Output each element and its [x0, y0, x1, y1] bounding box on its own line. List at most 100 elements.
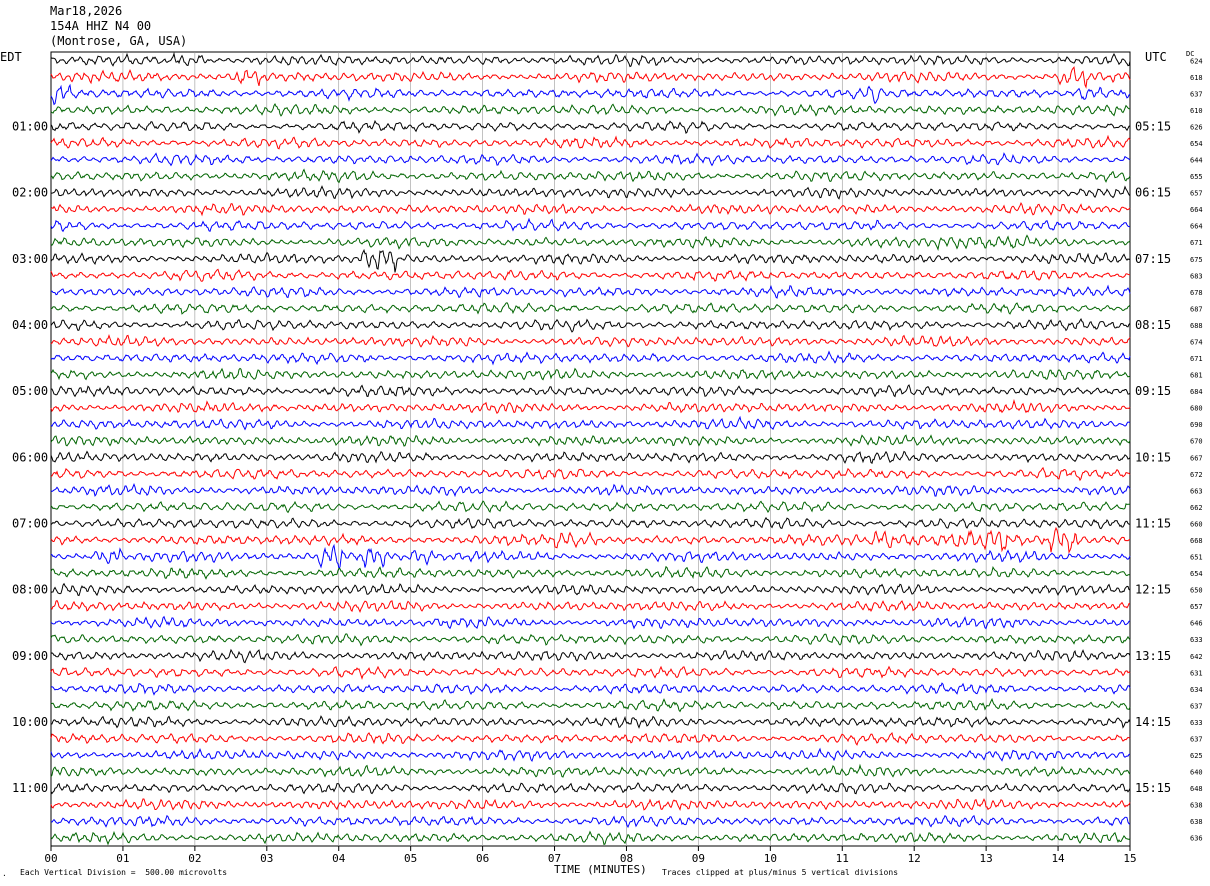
- right-hour-label: 09:15: [1135, 384, 1171, 398]
- seismic-trace: [50, 782, 1131, 795]
- left-hour-label: 06:00: [12, 450, 48, 464]
- seismic-trace: [50, 185, 1131, 200]
- dc-offset-label: 663: [1190, 487, 1203, 495]
- x-axis-title: TIME (MINUTES): [554, 863, 647, 876]
- dc-offset-label: 637: [1190, 90, 1203, 98]
- x-axis-tick-label: 03: [260, 852, 273, 865]
- x-axis-tick-label: 02: [188, 852, 201, 865]
- right-hour-label: 11:15: [1135, 516, 1171, 530]
- dc-offset-label: 640: [1190, 769, 1203, 777]
- left-hour-label: 01:00: [12, 119, 48, 133]
- seismic-trace: [50, 516, 1131, 530]
- seismic-trace: [50, 665, 1131, 680]
- plot-frame: [50, 51, 1131, 847]
- seismic-trace: [50, 565, 1131, 580]
- dc-offset-label: 646: [1190, 620, 1203, 628]
- dc-offset-label: 683: [1190, 272, 1203, 280]
- dc-offset-label: 625: [1190, 752, 1203, 760]
- seismic-trace: [50, 234, 1131, 252]
- dc-offset-label: 631: [1190, 669, 1203, 677]
- seismic-trace: [50, 134, 1131, 150]
- seismic-trace: [50, 466, 1131, 482]
- seismic-trace: [50, 318, 1131, 333]
- dc-offset-label: 678: [1190, 289, 1203, 297]
- seismic-trace: [50, 633, 1131, 647]
- dc-offset-label: 633: [1190, 719, 1203, 727]
- seismic-trace: [50, 747, 1131, 763]
- right-hour-label: 10:15: [1135, 450, 1171, 464]
- seismic-trace: [50, 398, 1131, 415]
- seismic-trace: [50, 119, 1131, 135]
- dc-offset-label: 633: [1190, 636, 1203, 644]
- dc-offset-label: 687: [1190, 305, 1203, 313]
- x-axis-tick-label: 07: [548, 852, 561, 865]
- dc-offset-label: 650: [1190, 587, 1203, 595]
- dc-offset-label: 648: [1190, 785, 1203, 793]
- right-hour-label: 05:15: [1135, 119, 1171, 133]
- dc-offset-label: 624: [1190, 57, 1203, 65]
- x-axis-tick-label: 13: [980, 852, 993, 865]
- dc-offset-label: 675: [1190, 256, 1203, 264]
- x-axis-tick-label: 00: [44, 852, 57, 865]
- right-hour-label: 12:15: [1135, 583, 1171, 597]
- dc-offset-label: 626: [1190, 123, 1203, 131]
- corner-mark: .: [2, 869, 7, 878]
- x-axis-tick-label: 01: [116, 852, 129, 865]
- seismic-trace: [50, 268, 1131, 283]
- right-hour-label: 15:15: [1135, 781, 1171, 795]
- dc-offset-label: 671: [1190, 355, 1203, 363]
- dc-offset-label: 638: [1190, 802, 1203, 810]
- seismic-trace: [50, 66, 1131, 89]
- dc-offset-label: 670: [1190, 438, 1203, 446]
- plot-date: Mar18,2026: [50, 4, 123, 18]
- dc-offset-label: 657: [1190, 603, 1203, 611]
- dc-offset-label: 671: [1190, 239, 1203, 247]
- seismic-trace: [50, 51, 1131, 68]
- x-axis-tick-label: 05: [404, 852, 417, 865]
- seismic-trace: [50, 543, 1131, 571]
- seismic-trace: [50, 284, 1131, 299]
- left-hour-label: 09:00: [12, 649, 48, 663]
- seismic-trace: [50, 302, 1131, 315]
- left-hour-label: 04:00: [12, 318, 48, 332]
- x-axis-tick-label: 08: [620, 852, 633, 865]
- dc-offset-label: 638: [1190, 818, 1203, 826]
- right-hour-label: 06:15: [1135, 186, 1171, 200]
- x-axis-tick-label: 15: [1123, 852, 1136, 865]
- right-hour-label: 08:15: [1135, 318, 1171, 332]
- dc-offset-label: 680: [1190, 405, 1203, 413]
- dc-offset-label: 654: [1190, 140, 1203, 148]
- dc-offset-label: 688: [1190, 322, 1203, 330]
- dc-offset-label: 662: [1190, 504, 1203, 512]
- seismic-trace: [50, 333, 1131, 348]
- seismic-trace: [50, 814, 1131, 829]
- x-axis-tick-label: 10: [764, 852, 777, 865]
- seismic-trace: [50, 217, 1130, 233]
- left-hour-label: 02:00: [12, 186, 48, 200]
- left-hour-label: 03:00: [12, 252, 48, 266]
- seismic-trace: [50, 450, 1131, 464]
- seismic-trace: [50, 152, 1131, 167]
- dc-offset-label: 657: [1190, 190, 1203, 198]
- seismic-trace: [50, 798, 1131, 811]
- scale-note: Each Vertical Division = 500.00 microvol…: [20, 868, 228, 877]
- station-label: 154A HHZ N4 00: [50, 19, 152, 33]
- dc-offset-label: 610: [1190, 107, 1203, 115]
- seismic-trace: [50, 500, 1131, 514]
- dc-offset-label: 674: [1190, 338, 1203, 346]
- left-hour-label: 10:00: [12, 715, 48, 729]
- dc-offset-label: 690: [1190, 421, 1203, 429]
- dc-offset-label: 664: [1190, 206, 1203, 214]
- seismic-trace: [50, 483, 1131, 498]
- seismic-trace: [50, 648, 1131, 664]
- right-hour-label: 07:15: [1135, 252, 1171, 266]
- dc-offset-label: 637: [1190, 702, 1203, 710]
- x-axis-tick-label: 14: [1051, 852, 1065, 865]
- seismic-trace: [50, 830, 1131, 846]
- left-hour-label: 07:00: [12, 516, 48, 530]
- dc-offset-label: 637: [1190, 735, 1203, 743]
- dc-header-label: DC: [1186, 50, 1195, 58]
- seismic-trace: [50, 248, 1131, 273]
- seismic-trace: [50, 102, 1130, 117]
